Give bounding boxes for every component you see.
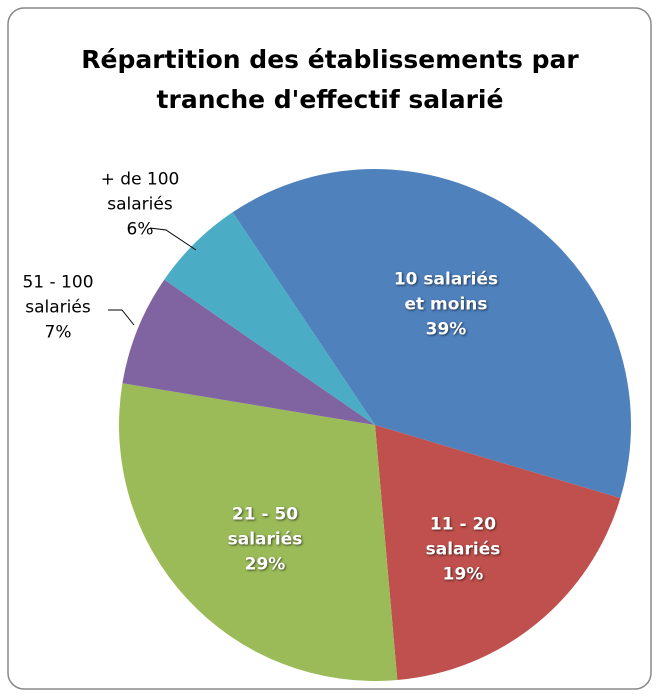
pie (119, 169, 631, 681)
percent-label: 29% (244, 554, 286, 575)
leader-line (149, 227, 197, 251)
category-label: 51 - 100 salariés (22, 272, 94, 318)
percent-label: 7% (44, 322, 72, 343)
pie-slice (122, 279, 375, 425)
data-label: 11 - 20 salariés 19% (418, 513, 508, 588)
data-label: 10 salariés et moins 39% (386, 268, 506, 343)
pie-slice (375, 425, 621, 681)
percent-label: 6% (126, 219, 154, 240)
leader-line (108, 309, 135, 326)
category-label: 11 - 20 salariés (425, 514, 501, 560)
category-label: + de 100 salariés (100, 169, 180, 215)
percent-label: 19% (442, 564, 484, 585)
pie-slice (119, 383, 398, 681)
data-label: 21 - 50 salariés 29% (220, 503, 310, 578)
category-label: 21 - 50 salariés (227, 504, 303, 550)
pie-slice (164, 212, 375, 425)
chart-title: Répartition des établissements par tranc… (81, 45, 579, 114)
category-label: 10 salariés et moins (393, 269, 499, 315)
data-label: 51 - 100 salariés 7% (11, 271, 106, 346)
data-label: + de 100 salariés 6% (90, 168, 190, 243)
pie-slice (232, 169, 631, 499)
percent-label: 39% (425, 319, 467, 340)
